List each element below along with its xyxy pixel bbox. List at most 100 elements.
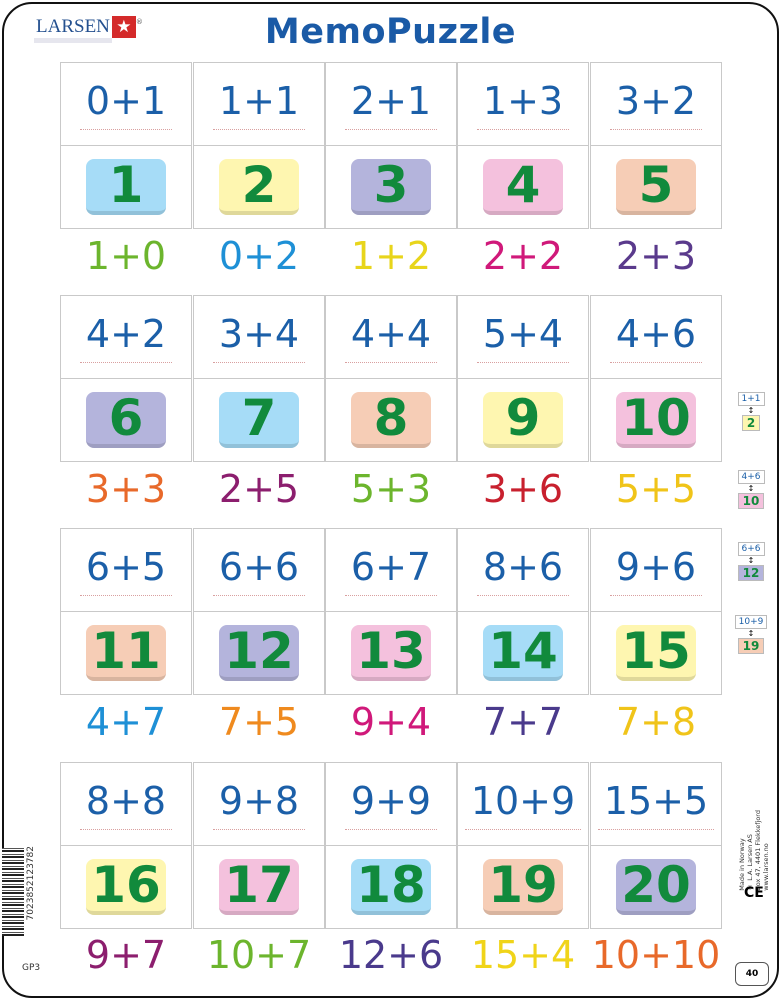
question-tile[interactable]: 6+7 xyxy=(325,528,457,612)
question-text: 9+6 xyxy=(609,545,703,596)
example-question: 6+6 xyxy=(737,542,765,556)
answer-tile[interactable]: 13 xyxy=(325,611,457,695)
answer-tile[interactable]: 11 xyxy=(60,611,192,695)
answer-tile[interactable]: 18 xyxy=(325,845,457,929)
question-tile[interactable]: 15+5 xyxy=(590,762,722,846)
question-tile[interactable]: 8+6 xyxy=(457,528,589,612)
loose-equation[interactable]: 1+0 xyxy=(85,234,167,278)
loose-equation[interactable]: 3+3 xyxy=(85,467,167,511)
loose-equation[interactable]: 9+7 xyxy=(85,933,167,977)
answer-tile[interactable]: 2 xyxy=(193,145,325,229)
answer-number: 18 xyxy=(351,856,431,915)
instruction-example: 1+1 ↕ 2 xyxy=(731,392,771,431)
question-tile[interactable]: 4+4 xyxy=(325,295,457,379)
answer-tile[interactable]: 6 xyxy=(60,378,192,462)
question-text: 15+5 xyxy=(597,779,715,830)
question-text: 8+8 xyxy=(79,779,173,830)
answer-number: 16 xyxy=(86,856,166,915)
answer-tile[interactable]: 16 xyxy=(60,845,192,929)
loose-equation[interactable]: 9+4 xyxy=(350,700,432,744)
arrow-icon: ↕ xyxy=(747,406,755,415)
answer-tile[interactable]: 17 xyxy=(193,845,325,929)
loose-equation[interactable]: 7+8 xyxy=(615,700,697,744)
question-tile[interactable]: 0+1 xyxy=(60,62,192,146)
loose-equation[interactable]: 15+4 xyxy=(470,933,576,977)
barcode-number: 7023852123782 xyxy=(26,846,36,921)
answer-number: 20 xyxy=(616,856,696,915)
loose-equation[interactable]: 5+3 xyxy=(350,467,432,511)
answer-tile[interactable]: 12 xyxy=(193,611,325,695)
answer-tile[interactable]: 8 xyxy=(325,378,457,462)
larsen-logo: LARSEN ★ ® xyxy=(34,14,143,44)
answer-tile[interactable]: 3 xyxy=(325,145,457,229)
answer-number: 17 xyxy=(219,856,299,915)
question-text: 4+6 xyxy=(609,312,703,363)
question-text: 8+6 xyxy=(476,545,570,596)
question-tile[interactable]: 8+8 xyxy=(60,762,192,846)
loose-equation[interactable]: 2+3 xyxy=(615,234,697,278)
answer-tile[interactable]: 15 xyxy=(590,611,722,695)
answer-tile[interactable]: 5 xyxy=(590,145,722,229)
loose-equation[interactable]: 2+2 xyxy=(482,234,564,278)
loose-equation[interactable]: 0+2 xyxy=(218,234,300,278)
question-tile[interactable]: 6+5 xyxy=(60,528,192,612)
loose-equation[interactable]: 10+7 xyxy=(206,933,312,977)
question-tile[interactable]: 3+2 xyxy=(590,62,722,146)
question-tile[interactable]: 1+3 xyxy=(457,62,589,146)
question-text: 1+3 xyxy=(476,79,570,130)
question-tile[interactable]: 9+8 xyxy=(193,762,325,846)
question-text: 10+9 xyxy=(464,779,582,830)
instruction-example: 4+6 ↕ 10 xyxy=(731,470,771,509)
instruction-example: 10+9 ↕ 19 xyxy=(731,615,771,654)
answer-tile[interactable]: 4 xyxy=(457,145,589,229)
question-tile[interactable]: 9+9 xyxy=(325,762,457,846)
answer-number: 1 xyxy=(86,156,166,215)
product-code: GP3 xyxy=(22,963,41,973)
loose-equation[interactable]: 5+5 xyxy=(615,467,697,511)
example-answer: 19 xyxy=(737,638,765,654)
answer-number: 8 xyxy=(351,389,431,448)
loose-equation[interactable]: 7+5 xyxy=(218,700,300,744)
question-tile[interactable]: 1+1 xyxy=(193,62,325,146)
answer-number: 9 xyxy=(483,389,563,448)
answer-tile[interactable]: 1 xyxy=(60,145,192,229)
question-tile[interactable]: 3+4 xyxy=(193,295,325,379)
question-text: 6+6 xyxy=(212,545,306,596)
example-question: 1+1 xyxy=(737,392,765,406)
question-tile[interactable]: 4+6 xyxy=(590,295,722,379)
question-text: 1+1 xyxy=(212,79,306,130)
answer-tile[interactable]: 19 xyxy=(457,845,589,929)
answer-number: 4 xyxy=(483,156,563,215)
example-answer: 12 xyxy=(737,565,765,581)
answer-number: 3 xyxy=(351,156,431,215)
answer-tile[interactable]: 14 xyxy=(457,611,589,695)
answer-number: 10 xyxy=(616,389,696,448)
question-tile[interactable]: 5+4 xyxy=(457,295,589,379)
question-tile[interactable]: 2+1 xyxy=(325,62,457,146)
answer-tile[interactable]: 20 xyxy=(590,845,722,929)
arrow-icon: ↕ xyxy=(747,629,755,638)
question-text: 9+8 xyxy=(212,779,306,830)
question-text: 0+1 xyxy=(79,79,173,130)
loose-equation[interactable]: 1+2 xyxy=(350,234,432,278)
answer-number: 12 xyxy=(219,622,299,681)
answer-number: 5 xyxy=(616,156,696,215)
answer-tile[interactable]: 10 xyxy=(590,378,722,462)
loose-equation[interactable]: 4+7 xyxy=(85,700,167,744)
question-tile[interactable]: 6+6 xyxy=(193,528,325,612)
answer-tile[interactable]: 9 xyxy=(457,378,589,462)
question-text: 9+9 xyxy=(344,779,438,830)
question-tile[interactable]: 10+9 xyxy=(457,762,589,846)
answer-number: 14 xyxy=(483,622,563,681)
loose-equation[interactable]: 2+5 xyxy=(218,467,300,511)
loose-equation[interactable]: 12+6 xyxy=(338,933,444,977)
example-question: 4+6 xyxy=(737,470,765,484)
example-answer: 10 xyxy=(737,493,765,509)
loose-equation[interactable]: 3+6 xyxy=(482,467,564,511)
loose-equation[interactable]: 7+7 xyxy=(482,700,564,744)
loose-equation[interactable]: 10+10 xyxy=(591,933,721,977)
question-tile[interactable]: 9+6 xyxy=(590,528,722,612)
question-tile[interactable]: 4+2 xyxy=(60,295,192,379)
answer-tile[interactable]: 7 xyxy=(193,378,325,462)
question-text: 3+2 xyxy=(609,79,703,130)
